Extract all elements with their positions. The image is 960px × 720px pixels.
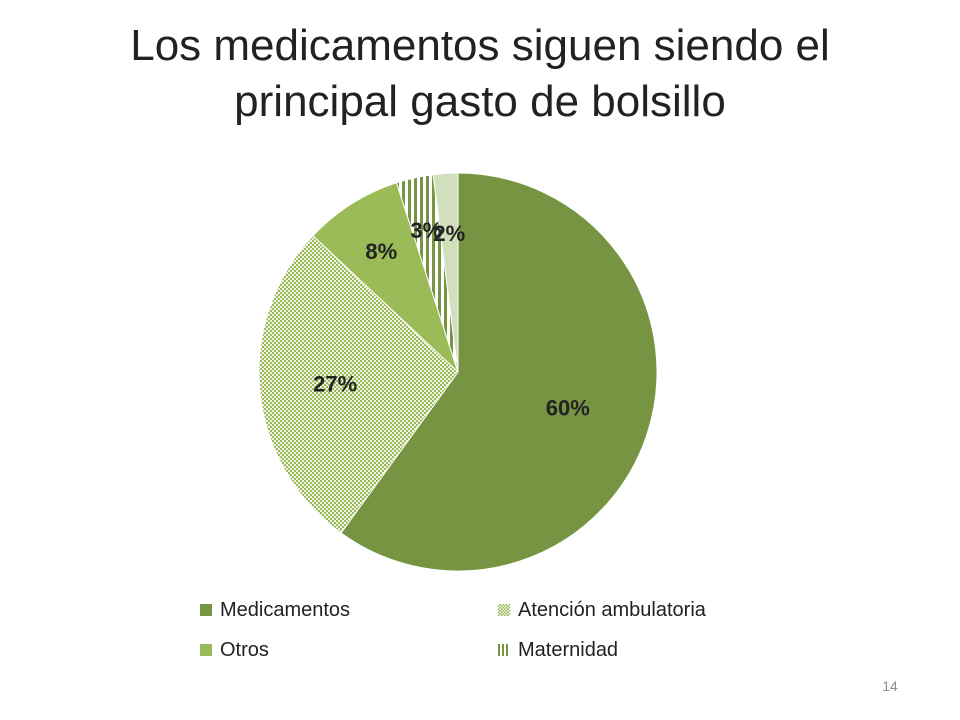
- legend-swatch: [200, 644, 212, 656]
- legend-item-maternidad: Maternidad: [498, 638, 760, 662]
- legend-label: Otros: [220, 638, 269, 661]
- pie-slice-medicamentos: [340, 172, 658, 572]
- title-line-2: principal gasto de bolsillo: [234, 77, 726, 126]
- legend-item-medicamentos: Medicamentos: [200, 598, 498, 622]
- data-label-maternidad: 3%: [410, 218, 442, 243]
- data-label-medicamentos: 60%: [546, 396, 590, 421]
- legend-item-otros: Otros: [200, 638, 498, 662]
- title-line-1: Los medicamentos siguen siendo el: [130, 21, 830, 70]
- pie-slices: [258, 172, 658, 572]
- data-label-otros: 8%: [365, 239, 397, 264]
- legend-label: Medicamentos: [220, 598, 351, 621]
- legend-swatch: [200, 604, 212, 616]
- pie-data-labels: 60% 27% 8% 3%2%: [313, 218, 590, 420]
- pie-slice-otros: [312, 182, 459, 373]
- chart-legend: Medicamentos Atención ambulatoria Otros Mat…: [200, 598, 760, 662]
- pie-slice-atencion-ambulatoria: [258, 235, 459, 534]
- data-label-atencion-ambulatoria: 27%: [313, 372, 357, 397]
- pie-slice-slice-5: [432, 172, 459, 373]
- data-label-slice-5: 2%: [433, 221, 465, 246]
- slide-title: Los medicamentos siguen siendo el princi…: [40, 18, 920, 130]
- legend-item-atencion-ambulatoria: Atención ambulatoria: [498, 598, 760, 622]
- legend-swatch: [498, 644, 510, 656]
- legend-label: Atención ambulatoria: [518, 598, 706, 621]
- page-number: 14: [882, 678, 898, 694]
- legend-label: Maternidad: [518, 638, 619, 661]
- legend-swatch: [498, 604, 510, 616]
